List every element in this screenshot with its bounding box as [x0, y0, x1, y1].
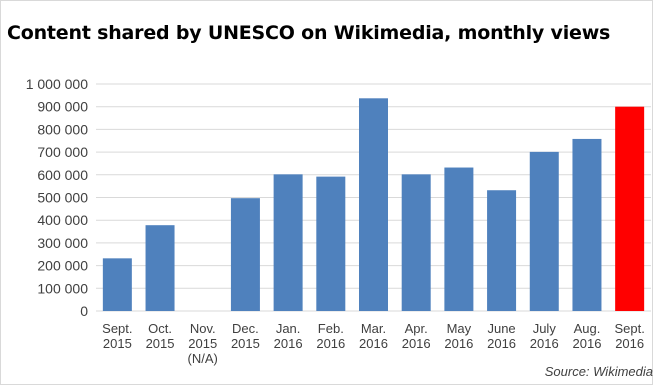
y-tick-label: 0 [80, 303, 88, 319]
bar [444, 168, 473, 311]
bar [274, 174, 303, 311]
x-tick-label: 2015 [231, 336, 260, 351]
y-tick-label: 100 000 [37, 280, 88, 296]
x-tick-label: 2016 [316, 336, 345, 351]
x-tick-label: 2015 [188, 336, 217, 351]
bar [572, 139, 601, 311]
bar [103, 258, 132, 311]
x-tick-label: May [447, 321, 472, 336]
x-tick-label: Apr. [405, 321, 428, 336]
y-tick-label: 700 000 [37, 144, 88, 160]
bar [402, 174, 431, 311]
x-tick-label: Sept. [102, 321, 132, 336]
bar [231, 198, 260, 311]
x-tick-label: June [487, 321, 515, 336]
x-tick-label: 2016 [444, 336, 473, 351]
x-tick-label: 2016 [359, 336, 388, 351]
x-tick-label: Mar. [361, 321, 386, 336]
y-tick-label: 500 000 [37, 190, 88, 206]
x-tick-label: 2016 [573, 336, 602, 351]
bar [146, 225, 175, 311]
x-tick-label: Dec. [232, 321, 259, 336]
y-tick-label: 900 000 [37, 99, 88, 115]
x-tick-label: Sept. [614, 321, 644, 336]
bar [530, 152, 559, 311]
x-tick-label: Jan. [276, 321, 301, 336]
source-note: Source: Wikimedia [545, 364, 653, 379]
y-tick-label: 200 000 [37, 258, 88, 274]
x-tick-label: Aug. [574, 321, 601, 336]
bar [316, 177, 345, 311]
x-tick-label: 2016 [487, 336, 516, 351]
bar [615, 107, 644, 311]
bar [487, 190, 516, 311]
x-tick-label: Nov. [190, 321, 216, 336]
y-tick-label: 1 000 000 [26, 76, 88, 92]
x-tick-label: Feb. [318, 321, 344, 336]
y-tick-label: 300 000 [37, 235, 88, 251]
x-tick-label: 2016 [274, 336, 303, 351]
x-tick-label: Oct. [148, 321, 172, 336]
x-tick-label: 2016 [402, 336, 431, 351]
y-tick-label: 800 000 [37, 121, 88, 137]
x-tick-label: July [533, 321, 557, 336]
y-tick-label: 400 000 [37, 212, 88, 228]
x-tick-label: 2016 [615, 336, 644, 351]
y-tick-label: 600 000 [37, 167, 88, 183]
x-tick-label: 2015 [103, 336, 132, 351]
x-tick-label: 2015 [146, 336, 175, 351]
x-tick-label: (N/A) [188, 351, 218, 366]
bar [359, 98, 388, 311]
x-tick-label: 2016 [530, 336, 559, 351]
